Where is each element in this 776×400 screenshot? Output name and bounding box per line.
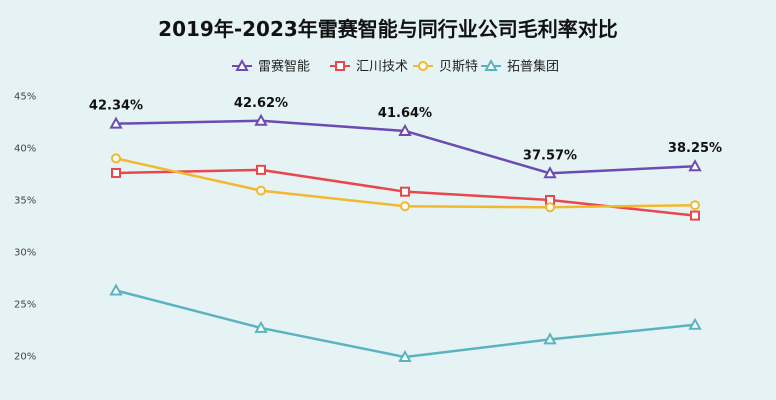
- y-tick-label: 20%: [14, 352, 36, 363]
- data-label: 41.64%: [378, 106, 432, 121]
- data-point: [254, 320, 268, 333]
- legend-marker: [335, 61, 345, 71]
- y-tick-label: 45%: [14, 92, 36, 103]
- data-point: [545, 202, 555, 213]
- data-point: [256, 185, 266, 196]
- legend-marker: [484, 58, 498, 71]
- series-汇川技术: [111, 164, 700, 221]
- y-tick-label: 30%: [14, 248, 36, 259]
- y-tick-label: 35%: [14, 196, 36, 207]
- legend-label: 贝斯特: [439, 60, 478, 75]
- data-point: [111, 167, 121, 178]
- data-point: [688, 317, 702, 330]
- data-point: [109, 283, 123, 296]
- y-axis: 45% 40% 35% 30% 25% 20%: [14, 92, 36, 363]
- data-point: [400, 186, 410, 197]
- data-label: 42.34%: [89, 99, 143, 114]
- data-label: 37.57%: [523, 148, 577, 163]
- data-point: [400, 201, 410, 212]
- data-labels: 42.34% 42.62% 41.64% 37.57% 38.25%: [89, 96, 722, 164]
- legend-marker: [418, 61, 428, 71]
- series-雷赛智能: [109, 113, 702, 179]
- data-label: 38.25%: [668, 141, 722, 156]
- legend-marker: [235, 58, 249, 71]
- data-point: [690, 210, 700, 221]
- data-point: [398, 349, 412, 363]
- data-point: [398, 123, 412, 136]
- data-label: 42.62%: [234, 96, 288, 111]
- data-point: [256, 164, 266, 175]
- data-point: [688, 159, 702, 172]
- data-point: [109, 116, 123, 129]
- legend-label: 拓普集团: [507, 59, 559, 75]
- data-point: [690, 200, 700, 211]
- series-layer: [109, 113, 702, 363]
- series-line: [115, 157, 696, 209]
- data-point: [543, 332, 557, 345]
- chart-legend: 雷赛智能 汇川技术 贝斯特 拓普集团: [232, 59, 559, 75]
- series-贝斯特: [111, 153, 700, 213]
- data-point: [254, 113, 268, 126]
- series-拓普集团: [109, 283, 702, 363]
- series-line: [115, 289, 696, 359]
- data-point: [543, 166, 557, 179]
- chart-title: 2019年-2023年雷赛智能与同行业公司毛利率对比: [158, 17, 618, 41]
- data-point: [111, 153, 121, 164]
- legend-label: 汇川技术: [356, 60, 408, 75]
- y-tick-label: 25%: [14, 300, 36, 311]
- legend-label: 雷赛智能: [258, 59, 310, 75]
- y-tick-label: 40%: [14, 144, 36, 155]
